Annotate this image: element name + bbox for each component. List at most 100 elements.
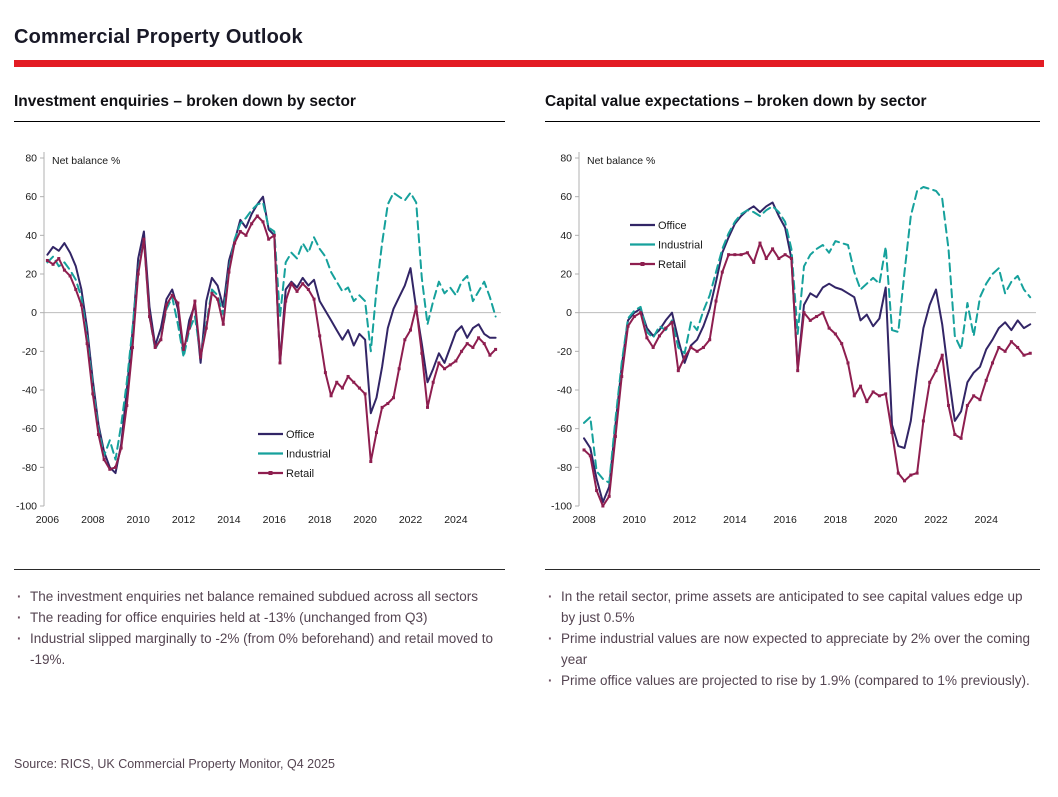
- series-marker-retail: [808, 318, 812, 322]
- series-marker-retail: [972, 394, 976, 398]
- series-marker-retail: [676, 369, 680, 373]
- legend-label-office: Office: [286, 429, 315, 441]
- series-marker-retail: [833, 332, 837, 336]
- series-marker-retail: [108, 467, 112, 471]
- series-marker-retail: [588, 454, 592, 458]
- series-marker-retail: [720, 270, 724, 274]
- x-tick-label: 2016: [263, 514, 287, 526]
- series-marker-retail: [997, 345, 1001, 349]
- series-marker-retail: [896, 471, 900, 475]
- series-marker-retail: [991, 361, 995, 365]
- series-marker-retail: [815, 315, 819, 319]
- series-marker-retail: [488, 353, 492, 357]
- series-marker-retail: [821, 311, 825, 315]
- series-marker-retail: [940, 353, 944, 357]
- series-marker-retail: [102, 458, 106, 462]
- y-tick-label: 20: [25, 269, 37, 281]
- series-marker-retail: [68, 274, 72, 278]
- series-marker-retail: [965, 403, 969, 407]
- legend-label-office: Office: [658, 220, 687, 232]
- right-bullet-list: In the retail sector, prime assets are a…: [545, 586, 1040, 691]
- series-marker-retail: [357, 386, 361, 390]
- y-tick-label: 80: [560, 153, 572, 165]
- series-marker-retail: [79, 303, 83, 307]
- y-tick-label: -20: [22, 346, 37, 358]
- series-marker-retail: [471, 345, 475, 349]
- y-tick-label: 80: [25, 153, 37, 165]
- y-tick-label: -20: [557, 346, 572, 358]
- series-marker-retail: [827, 326, 831, 330]
- series-marker-retail: [701, 345, 705, 349]
- series-marker-retail: [465, 342, 469, 346]
- series-marker-retail: [391, 396, 395, 400]
- x-tick-label: 2008: [81, 514, 105, 526]
- series-marker-retail: [745, 251, 749, 255]
- series-marker-retail: [670, 320, 674, 324]
- series-marker-retail: [840, 342, 844, 346]
- series-marker-retail: [437, 361, 441, 365]
- x-tick-label: 2022: [399, 514, 423, 526]
- y-tick-label: -40: [557, 385, 572, 397]
- source-text: Source: RICS, UK Commercial Property Mon…: [14, 757, 335, 771]
- series-marker-retail: [953, 432, 957, 436]
- series-marker-retail: [431, 380, 435, 384]
- accent-bar: [14, 60, 1044, 67]
- series-marker-retail: [335, 380, 339, 384]
- series-marker-retail: [176, 301, 180, 305]
- series-marker-retail: [607, 494, 611, 498]
- series-marker-retail: [626, 324, 630, 328]
- series-marker-retail: [846, 361, 850, 365]
- series-marker-retail: [244, 233, 248, 237]
- series-marker-retail: [352, 380, 356, 384]
- x-tick-label: 2024: [444, 514, 468, 526]
- series-marker-retail: [204, 326, 208, 330]
- y-tick-label: 60: [25, 191, 37, 203]
- series-marker-retail: [739, 253, 743, 257]
- series-marker-retail: [329, 394, 333, 398]
- series-marker-retail: [250, 222, 254, 226]
- y-tick-label: -80: [557, 462, 572, 474]
- series-marker-retail: [978, 398, 982, 402]
- series-marker-retail: [57, 257, 61, 261]
- series-marker-retail: [306, 287, 310, 291]
- series-marker-retail: [448, 363, 452, 367]
- x-tick-label: 2012: [172, 514, 196, 526]
- series-marker-retail: [733, 253, 737, 257]
- y-tick-label: -100: [16, 501, 37, 513]
- series-marker-retail: [454, 359, 458, 363]
- series-marker-retail: [318, 334, 322, 338]
- series-marker-retail: [227, 270, 231, 274]
- series-marker-retail: [708, 338, 712, 342]
- series-marker-retail: [852, 394, 856, 398]
- x-tick-label: 2012: [673, 514, 697, 526]
- series-marker-retail: [477, 336, 481, 340]
- series-marker-retail: [96, 432, 100, 436]
- right-panel: Capital value expectations – broken down…: [545, 0, 1040, 797]
- legend: Office Industrial Retail: [258, 429, 331, 480]
- series-marker-retail: [119, 446, 123, 450]
- series-marker-retail: [125, 403, 129, 407]
- series-marker-retail: [113, 465, 117, 469]
- series-marker-retail: [397, 367, 401, 371]
- series-marker-retail: [1016, 345, 1020, 349]
- series-marker-retail: [85, 342, 89, 346]
- series-line-retail: [46, 215, 497, 471]
- series-marker-retail: [890, 431, 894, 435]
- legend: Office Industrial Retail: [630, 220, 703, 271]
- series-marker-retail: [238, 229, 242, 233]
- series-marker-retail: [758, 241, 762, 245]
- series-line-office: [583, 201, 1032, 504]
- x-tick-label: 2014: [723, 514, 747, 526]
- series-marker-retail: [783, 253, 787, 257]
- series-marker-retail: [148, 315, 152, 319]
- y-tick-label: 40: [25, 230, 37, 242]
- series-marker-retail: [865, 400, 869, 404]
- series-marker-retail: [639, 311, 643, 315]
- series-marker-retail: [764, 257, 768, 261]
- series-marker-retail: [689, 345, 693, 349]
- right-divider: [545, 569, 1040, 570]
- series-marker-retail: [136, 272, 140, 276]
- series-marker-retail: [859, 384, 863, 388]
- legend-marker-retail: [268, 471, 273, 475]
